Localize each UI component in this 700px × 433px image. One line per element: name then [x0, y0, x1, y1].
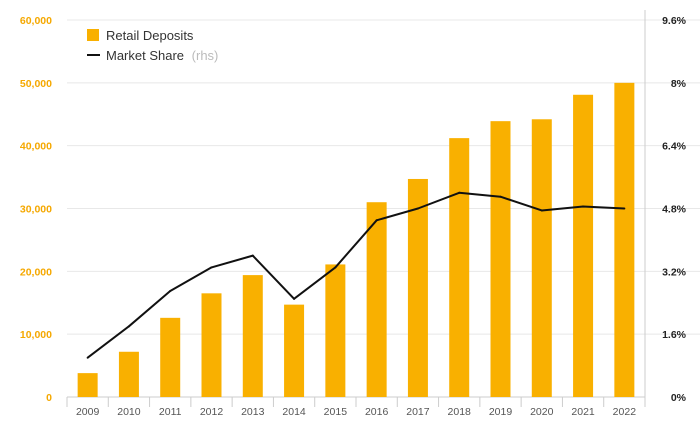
x-tick-label: 2019 [489, 406, 513, 418]
x-axis: 2009 2010 2011 2012 2013 2014 2015 2016 2017 2018… [66, 397, 646, 418]
right-tick-label: 1.6% [662, 329, 687, 341]
right-tick-label: 3.2% [662, 266, 687, 278]
x-tick-label: 2015 [324, 406, 348, 418]
x-tick-label: 2016 [365, 406, 389, 418]
left-tick-label: 30,000 [20, 204, 52, 216]
line-point [540, 209, 543, 212]
legend-label-retail-deposits: Retail Deposits [106, 28, 194, 43]
legend-label-market-share-name: Market Share [106, 48, 184, 63]
x-tick-label: 2017 [406, 406, 430, 418]
bar [284, 304, 305, 397]
x-tick-label: 2021 [571, 406, 595, 418]
bar [407, 178, 428, 397]
bar [531, 119, 552, 397]
right-tick-label: 8% [671, 78, 687, 90]
x-tick-label: 2022 [613, 406, 637, 418]
x-tick-label: 2018 [448, 406, 472, 418]
left-tick-label: 10,000 [20, 329, 52, 341]
x-tick-label: 2011 [159, 406, 182, 418]
bar [366, 202, 387, 397]
line-point [293, 297, 296, 300]
bar [242, 275, 263, 397]
left-tick-label: 60,000 [20, 15, 52, 27]
line-path [87, 191, 625, 359]
line-point [499, 195, 502, 198]
line-point [458, 191, 461, 194]
x-tick-label: 2013 [241, 406, 265, 418]
bar [614, 82, 635, 397]
line-point [416, 207, 419, 210]
bar [160, 317, 181, 397]
line-point [169, 289, 172, 292]
bar [573, 94, 594, 397]
bar-series-retail-deposits [77, 82, 635, 398]
bar [325, 264, 346, 397]
x-tick-label: 2020 [530, 406, 554, 418]
line-point [334, 266, 337, 269]
x-tick-label: 2012 [200, 406, 224, 418]
line-series-market-share [86, 191, 626, 359]
right-tick-label: 0% [671, 392, 687, 404]
x-tick-label: 2010 [117, 406, 141, 418]
bar [118, 351, 139, 397]
legend-swatch-retail-deposits [87, 29, 99, 41]
line-point [86, 356, 89, 359]
left-tick-label: 20,000 [20, 266, 52, 278]
x-tick-label: 2014 [282, 406, 306, 418]
left-tick-label: 0 [46, 392, 52, 404]
legend: Retail Deposits Market Share (rhs) [87, 28, 218, 63]
legend-label-market-share-suffix: (rhs) [192, 48, 219, 63]
right-tick-label: 9.6% [662, 15, 687, 27]
bar [77, 373, 98, 397]
bar [490, 121, 511, 397]
left-tick-label: 40,000 [20, 141, 52, 153]
left-tick-label: 50,000 [20, 78, 52, 90]
bar [449, 138, 470, 398]
line-point [582, 205, 585, 208]
left-axis: 0 10,000 20,000 30,000 40,000 50,000 60,000 [20, 15, 52, 404]
line-point [623, 207, 626, 210]
line-point [210, 266, 213, 269]
line-point [251, 254, 254, 257]
legend-label-market-share: Market Share (rhs) [106, 48, 218, 63]
bar [201, 293, 222, 397]
line-point [375, 219, 378, 222]
right-axis: 0% 1.6% 3.2% 4.8% 6.4% 8% 9.6% [662, 15, 687, 404]
right-tick-label: 6.4% [662, 141, 687, 153]
line-point [127, 325, 130, 328]
right-tick-label: 4.8% [662, 204, 687, 216]
x-tick-label: 2009 [76, 406, 100, 418]
